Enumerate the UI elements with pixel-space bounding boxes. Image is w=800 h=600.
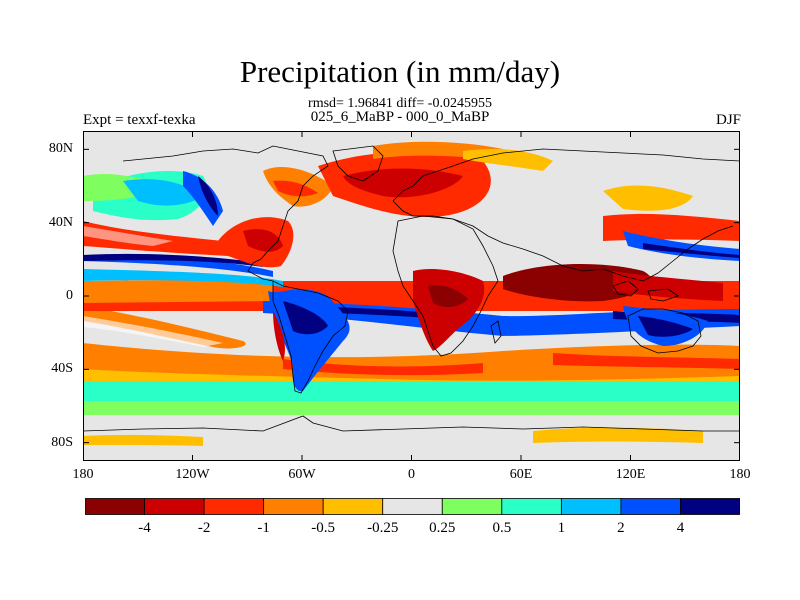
- stats-line: rmsd= 1.96841 diff= -0.0245955: [308, 96, 492, 111]
- lon-tick-label: 60E: [509, 467, 533, 482]
- axis-ticks: [83, 131, 740, 461]
- colorbar-swatch: [322, 498, 384, 515]
- colorbar-swatch: [501, 498, 562, 515]
- colorbar-swatch: [620, 498, 681, 515]
- lon-tick-label: 180: [729, 467, 751, 482]
- lat-tick-label: 80N: [48, 141, 73, 157]
- colorbar-label: 0.25: [429, 520, 456, 536]
- colorbar-label: 4: [676, 520, 685, 536]
- lat-tick-label: 0: [66, 288, 73, 303]
- precip-field: [83, 131, 740, 461]
- lat-tick-label: 80S: [51, 434, 73, 450]
- season-label: DJF: [715, 112, 741, 128]
- colorbar-swatch: [382, 498, 443, 515]
- lon-tick-label: 120E: [615, 467, 646, 482]
- map-title: Precipitation (in mm/day): [239, 54, 561, 89]
- colorbar-label: 1: [557, 520, 566, 536]
- lon-tick-label: 0: [408, 467, 415, 482]
- colorbar-swatch: [263, 498, 324, 515]
- lon-tick-label: 180: [72, 467, 94, 482]
- colorbar-label: -1: [257, 520, 270, 536]
- experiment-label: Expt = texxf-texka: [83, 112, 196, 128]
- colorbar-swatch: [144, 498, 205, 515]
- colorbar-swatch: [441, 498, 503, 515]
- lat-tick-label: 40S: [51, 361, 73, 377]
- lon-tick-label: 60W: [288, 467, 316, 482]
- colorbar-swatch: [85, 498, 145, 515]
- colorbar-swatch: [560, 498, 622, 515]
- colorbar-label: -2: [197, 520, 211, 536]
- colorbar-label: -0.5: [311, 520, 336, 536]
- colorbar-label: -4: [138, 520, 151, 536]
- precipitation-map: [83, 131, 740, 461]
- lat-tick-label: 40N: [48, 214, 73, 230]
- colorbar-label: 2: [617, 520, 625, 536]
- colorbar-swatch: [680, 498, 740, 515]
- map-subtitle: 025_6_MaBP - 000_0_MaBP: [310, 109, 490, 125]
- lon-tick-label: 120W: [175, 467, 210, 482]
- colorbar: [85, 498, 740, 515]
- colorbar-label: 0.5: [492, 520, 512, 536]
- coastlines: [83, 145, 740, 432]
- colorbar-swatch: [203, 498, 265, 515]
- colorbar-label: -0.25: [367, 520, 399, 536]
